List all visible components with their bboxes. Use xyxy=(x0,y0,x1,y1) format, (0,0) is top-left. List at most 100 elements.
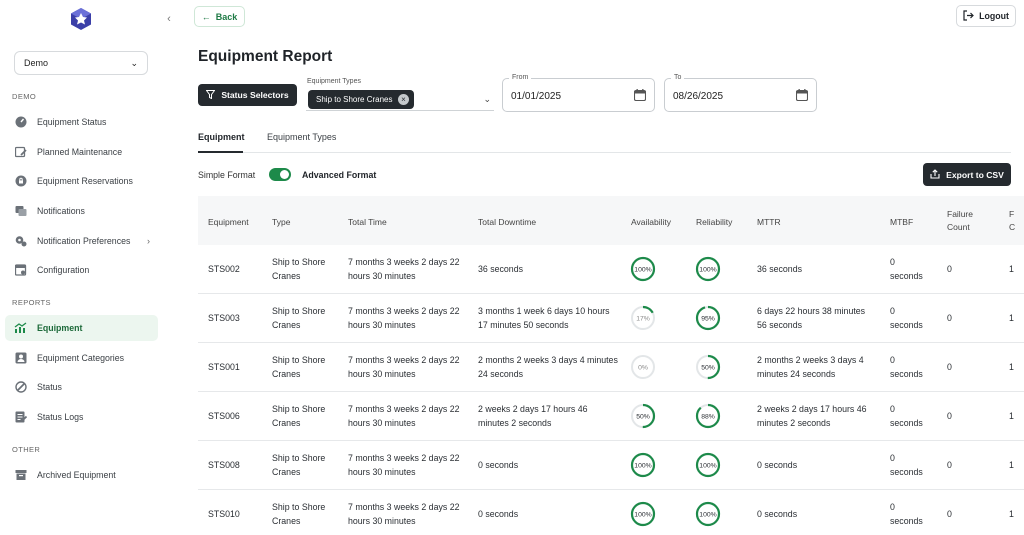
table-row[interactable]: STS002 Ship to Shore Cranes 7 months 3 wee… xyxy=(198,245,1024,294)
calendar-icon[interactable] xyxy=(796,89,808,101)
tab-equipment[interactable]: Equipment xyxy=(198,132,245,142)
reliability-ring-fill xyxy=(695,256,721,282)
chevron-down-icon[interactable]: ⌄ xyxy=(483,94,491,104)
sidebar-item-notification-preferences[interactable]: Notification Preferences › xyxy=(5,228,158,254)
cell-failure-count: 0 xyxy=(947,313,952,323)
sidebar-item-planned-maintenance[interactable]: Planned Maintenance xyxy=(5,139,158,165)
cell-type: Ship to Shore Cranes xyxy=(272,502,326,526)
cell-total-time: 7 months 3 weeks 2 days 22 hours 30 minu… xyxy=(348,453,460,477)
cell-mttr: 2 weeks 2 days 17 hours 46 minutes 2 sec… xyxy=(757,404,867,428)
lock-icon xyxy=(14,175,27,188)
cell-truncated: 1 xyxy=(1009,264,1014,274)
table-row[interactable]: STS003 Ship to Shore Cranes 7 months 3 wee… xyxy=(198,294,1024,343)
cell-truncated: 1 xyxy=(1009,411,1014,421)
cell-equipment: STS006 xyxy=(208,411,240,421)
cell-total-downtime: 2 months 2 weeks 3 days 4 minutes 24 sec… xyxy=(478,355,618,379)
equipment-types-label: Equipment Types xyxy=(307,78,361,85)
availability-ring: 0% xyxy=(631,355,655,379)
table-row[interactable]: STS010 Ship to Shore Cranes 7 months 3 wee… xyxy=(198,490,1024,535)
toggle-knob xyxy=(280,170,289,179)
reliability-ring-label: 100% xyxy=(699,267,716,274)
page-title: Equipment Report xyxy=(198,48,333,65)
sidebar-item-notifications[interactable]: Notifications xyxy=(5,198,158,224)
column-header-total-downtime[interactable]: Total Downtime xyxy=(478,217,537,227)
reliability-ring: 50% xyxy=(695,354,721,380)
calendar-config-icon xyxy=(14,264,27,277)
app-logo[interactable] xyxy=(70,7,92,31)
active-tab-indicator xyxy=(198,151,243,153)
reliability-ring-label: 95% xyxy=(701,316,715,323)
chevron-down-icon: ⌄ xyxy=(130,57,138,68)
cell-truncated: 1 xyxy=(1009,509,1014,519)
sidebar-item-archived-equipment[interactable]: Archived Equipment xyxy=(5,462,158,488)
from-date-label: From xyxy=(509,74,532,81)
equipment-types-select[interactable]: Ship to Shore Cranes × ⌄ xyxy=(306,87,494,111)
to-date-field[interactable]: To 08/26/2025 xyxy=(664,74,817,112)
cell-truncated: 1 xyxy=(1009,460,1014,470)
column-header-equipment[interactable]: Equipment xyxy=(208,217,249,227)
column-header-failure-count[interactable]: Failure Count xyxy=(947,209,973,232)
column-header-total-time[interactable]: Total Time xyxy=(348,217,387,227)
export-csv-button[interactable]: Export to CSV xyxy=(923,163,1011,186)
sidebar-item-equipment-status[interactable]: Equipment Status xyxy=(5,109,158,135)
sidebar-item-equipment-categories[interactable]: Equipment Categories xyxy=(5,345,158,371)
reliability-ring-label: 100% xyxy=(699,463,716,470)
logout-button-label: Logout xyxy=(979,11,1009,21)
column-header-mtbf[interactable]: MTBF xyxy=(890,217,914,227)
sidebar-item-label: Notification Preferences xyxy=(37,236,131,246)
sidebar-item-label: Equipment Reservations xyxy=(37,176,133,186)
from-date-value: 01/01/2025 xyxy=(511,91,562,102)
reliability-ring-fill xyxy=(695,501,721,527)
availability-ring-label: 100% xyxy=(634,463,651,470)
availability-ring-label: 17% xyxy=(636,316,650,323)
table-row[interactable]: STS008 Ship to Shore Cranes 7 months 3 wee… xyxy=(198,441,1024,490)
table-row[interactable]: STS006 Ship to Shore Cranes 7 months 3 wee… xyxy=(198,392,1024,441)
status-selectors-button[interactable]: Status Selectors xyxy=(198,84,297,106)
sidebar-item-equipment-reservations[interactable]: Equipment Reservations xyxy=(5,168,158,194)
export-csv-label: Export to CSV xyxy=(946,169,1004,180)
section-label-demo: DEMO xyxy=(12,92,37,101)
equipment-type-chip[interactable]: Ship to Shore Cranes × xyxy=(308,90,414,109)
availability-ring: 100% xyxy=(630,452,656,478)
calendar-edit-icon xyxy=(14,146,27,159)
availability-ring-label: 100% xyxy=(634,267,651,274)
column-header-type[interactable]: Type xyxy=(272,217,291,227)
availability-ring: 100% xyxy=(630,501,656,527)
reliability-ring-fill xyxy=(695,354,721,380)
status-selectors-label: Status Selectors xyxy=(221,90,289,100)
organization-select[interactable]: Demo ⌄ xyxy=(14,51,148,75)
sidebar-item-configuration[interactable]: Configuration xyxy=(5,257,158,283)
cell-mtbf: 0 seconds xyxy=(890,404,923,428)
sidebar-item-status-logs[interactable]: Status Logs xyxy=(5,404,158,430)
cell-mtbf: 0 seconds xyxy=(890,306,923,330)
to-date-value: 08/26/2025 xyxy=(673,91,724,102)
cell-mttr: 36 seconds xyxy=(757,264,802,274)
format-toggle[interactable] xyxy=(269,168,291,181)
column-header-availability[interactable]: Availability xyxy=(631,217,672,227)
cell-failure-count: 0 xyxy=(947,411,952,421)
cell-equipment: STS010 xyxy=(208,509,240,519)
report-tabs: Equipment Equipment Types xyxy=(198,126,1011,153)
from-date-field[interactable]: From 01/01/2025 xyxy=(502,74,655,112)
availability-ring: 17% xyxy=(630,305,656,331)
sidebar-item-equipment[interactable]: Equipment xyxy=(5,315,158,341)
tab-equipment-types[interactable]: Equipment Types xyxy=(267,132,337,142)
sidebar-item-label: Archived Equipment xyxy=(37,470,116,480)
calendar-icon[interactable] xyxy=(634,89,646,101)
reliability-ring-fill xyxy=(695,403,721,429)
collapse-sidebar-icon[interactable]: ‹ xyxy=(167,13,171,25)
table-row[interactable]: STS001 Ship to Shore Cranes 7 months 3 wee… xyxy=(198,343,1024,392)
column-header-reliability[interactable]: Reliability xyxy=(696,217,733,227)
reliability-ring-fill xyxy=(695,452,721,478)
remove-chip-icon[interactable]: × xyxy=(398,94,409,105)
column-header-mttr[interactable]: MTTR xyxy=(757,217,781,227)
cell-equipment: STS003 xyxy=(208,313,240,323)
back-button[interactable]: ← Back xyxy=(194,6,245,27)
sidebar-item-label: Status xyxy=(37,382,62,392)
sidebar-item-status[interactable]: Status xyxy=(5,374,158,400)
logout-button[interactable]: Logout xyxy=(956,5,1016,27)
cell-total-downtime: 36 seconds xyxy=(478,264,523,274)
logs-icon xyxy=(14,411,27,424)
table-header: Equipment Type Total Time Total Downtime… xyxy=(198,196,1024,245)
sidebar-item-label: Planned Maintenance xyxy=(37,147,123,157)
